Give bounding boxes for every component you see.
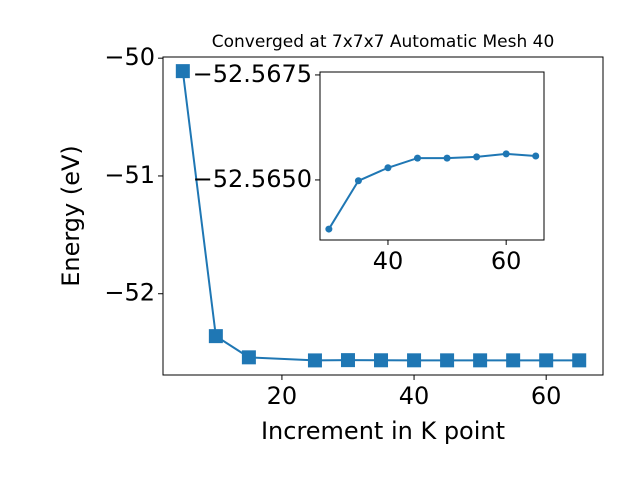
marker: [473, 153, 481, 161]
plot-area: [320, 72, 544, 240]
y-axis-label: Energy (eV): [57, 145, 85, 287]
marker: [443, 154, 451, 162]
x-tick-label: 40: [373, 247, 404, 275]
marker: [241, 350, 256, 365]
axes-frame: [162, 56, 604, 376]
chart-title: Converged at 7x7x7 Automatic Mesh 40: [212, 32, 555, 52]
marker: [539, 353, 554, 368]
marker: [354, 177, 362, 185]
x-axis-label: Increment in K point: [261, 417, 505, 445]
y-tick-label: −50: [104, 43, 155, 71]
x-tick-label: 20: [267, 382, 298, 410]
y-tick-label: −51: [104, 161, 155, 189]
x-tick-label: 60: [491, 247, 522, 275]
marker: [208, 329, 223, 344]
x-tick-label: 40: [399, 382, 430, 410]
marker: [307, 353, 322, 368]
marker: [325, 225, 333, 233]
marker: [572, 353, 587, 368]
marker: [440, 353, 455, 368]
marker: [384, 164, 392, 172]
marker: [175, 64, 190, 79]
marker: [473, 353, 488, 368]
y-tick-label: −52.5650: [193, 165, 312, 193]
marker: [502, 150, 510, 158]
marker: [414, 154, 422, 162]
marker: [340, 353, 355, 368]
marker: [506, 353, 521, 368]
marker: [407, 353, 422, 368]
y-tick-label: −52.5675: [193, 60, 312, 88]
y-tick-label: −52: [104, 279, 155, 307]
line: [328, 152, 536, 230]
axes-frame: [319, 71, 545, 241]
x-tick-label: 60: [531, 382, 562, 410]
marker: [532, 152, 540, 160]
marker: [374, 353, 389, 368]
